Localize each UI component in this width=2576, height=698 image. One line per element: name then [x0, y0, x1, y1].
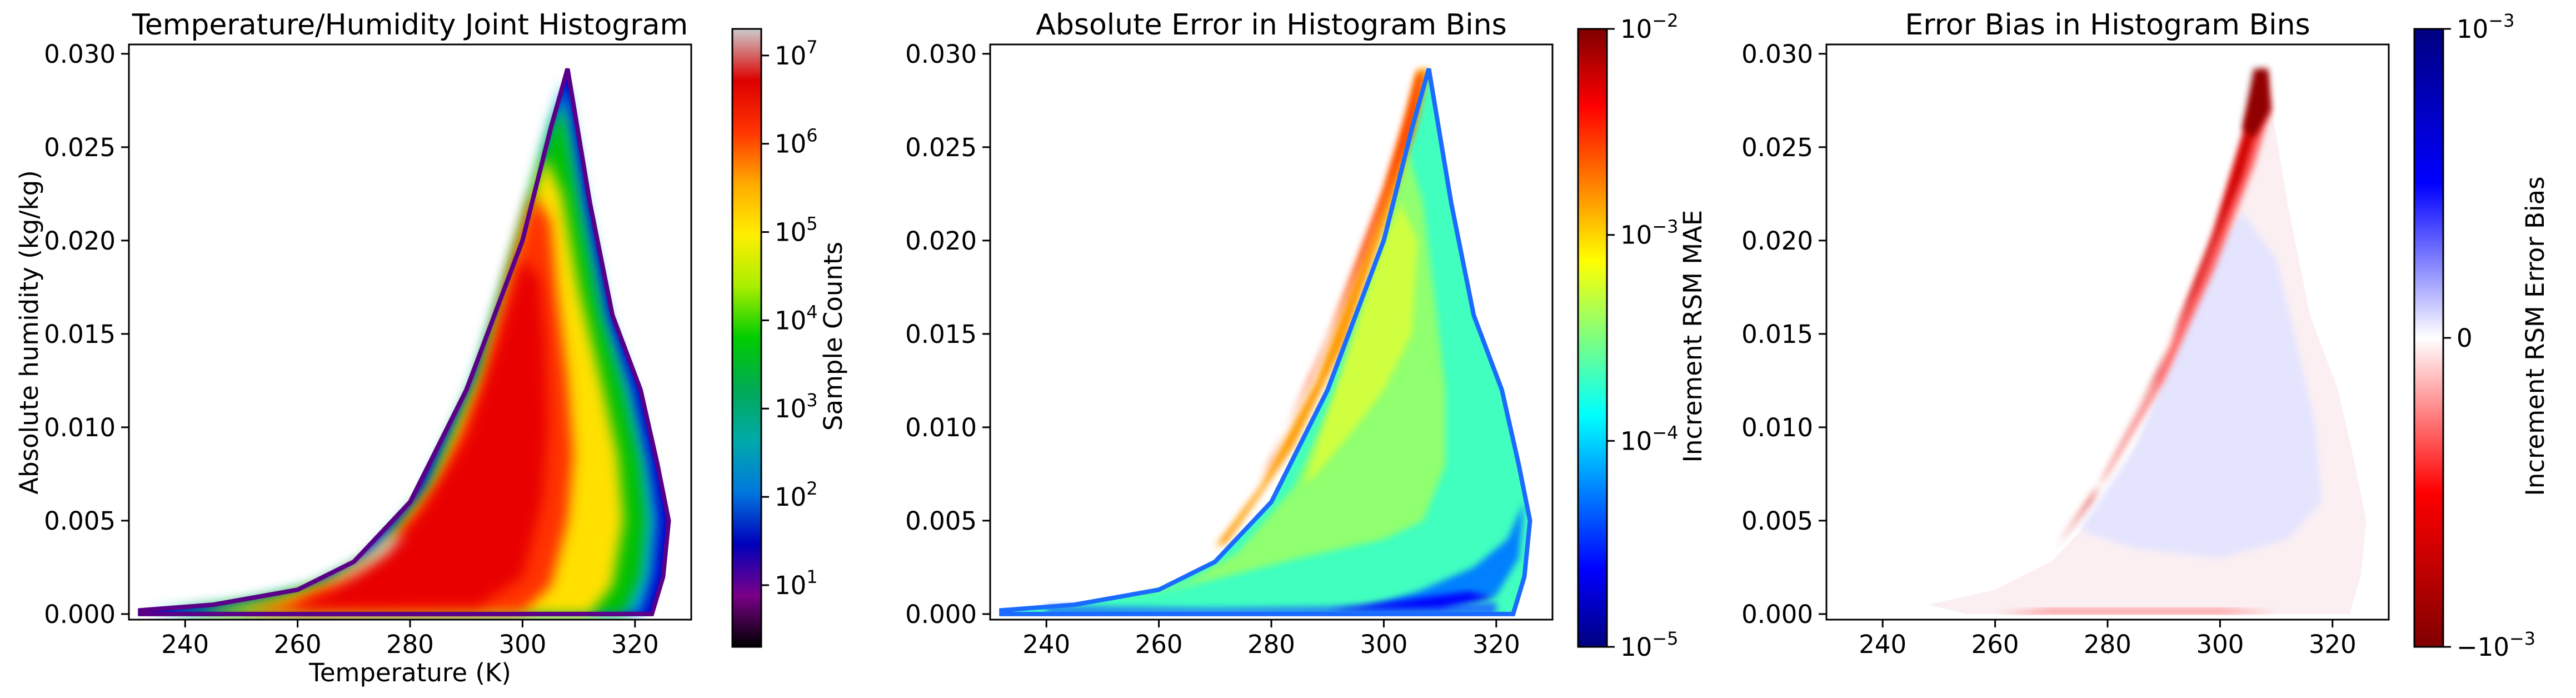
y-tick-label: 0.025: [1741, 133, 1813, 162]
y-tick-label: 0.015: [44, 320, 116, 349]
colorbar-tick-label: 104: [775, 301, 818, 335]
heatmap-area: [1928, 68, 2367, 614]
colorbar-tick-label: 101: [775, 566, 818, 600]
y-tick-label: 0.030: [1741, 39, 1813, 69]
x-tick-label: 320: [611, 630, 659, 659]
y-tick-label: 0.000: [1741, 600, 1813, 629]
x-tick-label: 240: [1022, 630, 1070, 659]
colorbar-tick-label: 10−3: [2457, 10, 2514, 44]
y-ticks: 0.000 0.005 0.010 0.015 0.020 0.025 0.030: [1741, 39, 1826, 629]
x-tick-label: 320: [2309, 630, 2357, 659]
y-ticks: 0.000 0.005 0.010 0.015 0.020 0.025 0.030: [905, 39, 990, 629]
x-tick-label: 260: [1971, 630, 2019, 659]
heatmap-area: [138, 68, 671, 616]
y-tick-label: 0.010: [1741, 413, 1813, 442]
colorbar-tick-label: 0: [2457, 323, 2473, 353]
y-tick-label: 0.025: [44, 133, 116, 162]
x-tick-label: 300: [498, 630, 546, 659]
panel-joint-histogram: Temperature/Humidity Joint Histogram 240…: [14, 8, 848, 687]
heatmap-area: [999, 68, 1532, 616]
x-axis-label: Temperature (K): [308, 658, 511, 687]
chart-title: Error Bias in Histogram Bins: [1905, 8, 2310, 42]
y-axis-label: Absolute humidity (kg/kg): [14, 170, 44, 495]
colorbar-ticks: 101 102 103 104 105 106 107: [761, 37, 818, 600]
x-ticks: 240 260 280 300 320: [1022, 620, 1520, 659]
colorbar-tick-label: 10−5: [1620, 628, 1678, 662]
y-tick-label: 0.020: [44, 226, 116, 256]
y-tick-label: 0.000: [44, 600, 116, 629]
colorbar-tick-label: 105: [775, 213, 818, 247]
colorbar-ticks: 10−3 0 −10−3: [2443, 10, 2535, 662]
colorbar-tick-label: 10−4: [1620, 422, 1678, 456]
x-tick-label: 280: [1247, 630, 1295, 659]
bias-band: [2079, 212, 2322, 559]
y-tick-label: 0.005: [44, 506, 116, 536]
chart-title: Absolute Error in Histogram Bins: [1036, 8, 1506, 42]
x-tick-label: 320: [1472, 630, 1520, 659]
x-tick-label: 240: [1859, 630, 1906, 659]
bias-band: [2242, 68, 2271, 138]
colorbar-tick-label: 106: [775, 125, 818, 159]
colorbar-label: Increment RSM Error Bias: [2520, 176, 2550, 496]
x-tick-label: 300: [2196, 630, 2244, 659]
y-tick-label: 0.000: [905, 600, 977, 629]
x-tick-label: 240: [161, 630, 209, 659]
colorbar-tick-label: 10−3: [1620, 216, 1678, 250]
error-band: [1114, 147, 1446, 601]
colorbar-label: Sample Counts: [818, 242, 848, 431]
error-band: [1361, 502, 1525, 609]
colorbar: [2413, 28, 2444, 648]
error-band: [1305, 203, 1418, 483]
y-tick-label: 0.015: [1741, 320, 1813, 349]
colorbar-label: Increment RSM MAE: [1678, 210, 1708, 463]
y-tick-label: 0.030: [44, 39, 116, 69]
error-band: [1046, 602, 1496, 614]
y-tick-label: 0.005: [1741, 506, 1813, 536]
colorbar-tick-label: 103: [775, 390, 818, 423]
y-tick-label: 0.020: [905, 226, 977, 256]
y-tick-label: 0.025: [905, 133, 977, 162]
y-tick-label: 0.030: [905, 39, 977, 69]
y-tick-label: 0.005: [905, 506, 977, 536]
colorbar-tick-label: −10−3: [2457, 628, 2535, 662]
chart-title: Temperature/Humidity Joint Histogram: [132, 8, 688, 42]
error-band: [1327, 591, 1496, 611]
y-ticks: 0.000 0.005 0.010 0.015 0.020 0.025 0.030: [44, 39, 129, 629]
x-ticks: 240 260 280 300 320: [1859, 620, 2357, 659]
colorbar-tick-label: 102: [775, 478, 818, 512]
colorbar-tick-label: 107: [775, 37, 818, 71]
y-tick-label: 0.020: [1741, 226, 1813, 256]
colorbar: [1577, 28, 1608, 648]
y-tick-label: 0.010: [905, 413, 977, 442]
colorbar-ticks: 10−2 10−3 10−4 10−5: [1607, 10, 1678, 662]
error-edge: [999, 68, 1532, 616]
panel-absolute-error: Absolute Error in Histogram Bins 240 260 2…: [905, 8, 1708, 662]
histogram-band: [286, 259, 548, 609]
bias-band: [1995, 608, 2277, 614]
x-ticks: 240 260 280 300 320: [161, 620, 659, 659]
panel-error-bias: Error Bias in Histogram Bins 240 260 280 30…: [1741, 8, 2550, 662]
histogram-edge: [138, 68, 671, 616]
histogram-band: [320, 532, 405, 588]
x-tick-label: 280: [386, 630, 434, 659]
x-tick-label: 300: [1360, 630, 1407, 659]
x-tick-label: 260: [1135, 630, 1183, 659]
y-tick-label: 0.010: [44, 413, 116, 442]
colorbar-tick-label: 10−2: [1620, 10, 1678, 44]
y-tick-label: 0.015: [905, 320, 977, 349]
colorbar: [731, 28, 762, 648]
x-tick-label: 280: [2084, 630, 2131, 659]
x-tick-label: 260: [274, 630, 322, 659]
